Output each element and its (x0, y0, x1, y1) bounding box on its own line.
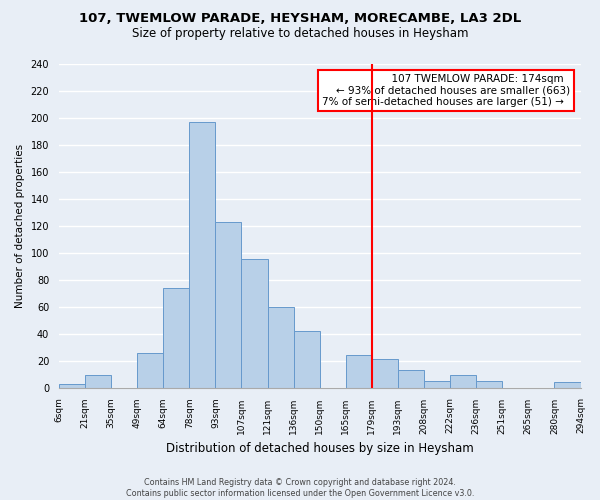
Bar (554, 382, 581, 388)
Y-axis label: Number of detached properties: Number of detached properties (15, 144, 25, 308)
Text: Size of property relative to detached houses in Heysham: Size of property relative to detached ho… (132, 28, 468, 40)
Bar (398, 370, 424, 388)
Bar (190, 122, 215, 388)
Bar (346, 355, 372, 388)
Text: 107, TWEMLOW PARADE, HEYSHAM, MORECAMBE, LA3 2DL: 107, TWEMLOW PARADE, HEYSHAM, MORECAMBE,… (79, 12, 521, 26)
Bar (215, 222, 241, 388)
Text: 107 TWEMLOW PARADE: 174sqm  
← 93% of detached houses are smaller (663)
7% of se: 107 TWEMLOW PARADE: 174sqm ← 93% of deta… (322, 74, 570, 107)
Bar (372, 360, 398, 388)
X-axis label: Distribution of detached houses by size in Heysham: Distribution of detached houses by size … (166, 442, 473, 455)
Text: Contains HM Land Registry data © Crown copyright and database right 2024.
Contai: Contains HM Land Registry data © Crown c… (126, 478, 474, 498)
Bar (268, 306, 293, 388)
Bar (293, 331, 320, 388)
Bar (450, 376, 476, 388)
Bar (59, 384, 85, 388)
Bar (424, 381, 450, 388)
Bar (85, 376, 111, 388)
Bar (137, 352, 163, 388)
Bar (476, 381, 502, 388)
Bar (163, 288, 190, 388)
Bar (241, 260, 268, 388)
